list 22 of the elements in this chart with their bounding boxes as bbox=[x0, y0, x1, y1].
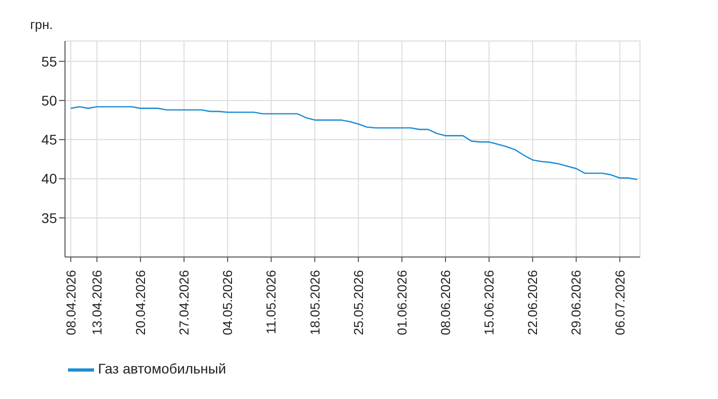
x-tick-label: 20.04.2026 bbox=[132, 270, 148, 336]
line-series bbox=[70, 106, 638, 180]
x-tick-label: 08.06.2026 bbox=[438, 270, 453, 336]
y-tick-label: 50 bbox=[41, 92, 58, 108]
x-tick-label: 29.06.2026 bbox=[568, 270, 584, 336]
y-tick-label: 45 bbox=[41, 132, 58, 148]
x-tick-label: 13.04.2026 bbox=[89, 270, 104, 336]
x-tick-label: 01.06.2026 bbox=[394, 270, 410, 336]
x-tick-label: 04.05.2026 bbox=[220, 270, 236, 336]
y-tick-label: 35 bbox=[41, 210, 58, 226]
x-tick-label: 27.04.2026 bbox=[176, 270, 192, 336]
x-tick-label: 15.06.2026 bbox=[482, 270, 497, 336]
y-tick-label: 40 bbox=[41, 170, 58, 187]
legend-label: Газ автомобильный bbox=[98, 360, 226, 377]
x-tick-label: 11.05.2026 bbox=[264, 270, 279, 334]
x-tick-label: 25.05.2026 bbox=[350, 270, 366, 336]
y-axis-title: грн. bbox=[30, 17, 53, 32]
x-tick-label: 08.04.2026 bbox=[63, 270, 78, 336]
x-tick-label: 06.07.2026 bbox=[612, 270, 628, 336]
x-tick-label: 18.05.2026 bbox=[307, 270, 322, 336]
y-tick-label: 55 bbox=[41, 53, 58, 70]
x-tick-label: 22.06.2026 bbox=[525, 270, 540, 336]
